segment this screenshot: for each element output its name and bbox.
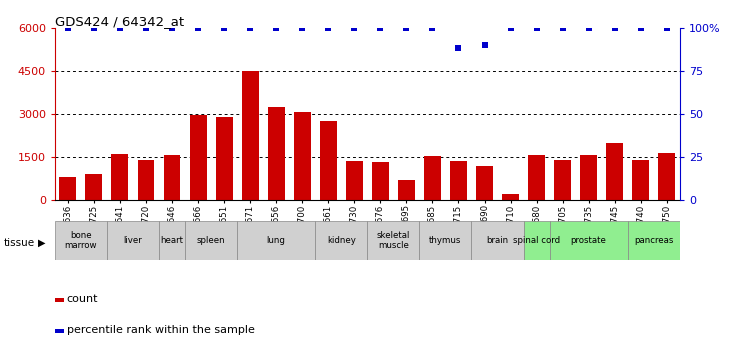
Bar bbox=[216, 117, 232, 200]
Text: percentile rank within the sample: percentile rank within the sample bbox=[67, 325, 254, 335]
Bar bbox=[237, 221, 315, 260]
Point bbox=[557, 25, 569, 30]
Point bbox=[114, 25, 126, 30]
Point bbox=[452, 46, 464, 51]
Bar bbox=[554, 160, 571, 200]
Text: liver: liver bbox=[124, 236, 143, 245]
Bar bbox=[502, 194, 519, 200]
Text: spinal cord: spinal cord bbox=[513, 236, 560, 245]
Bar bbox=[550, 221, 628, 260]
Text: kidney: kidney bbox=[327, 236, 356, 245]
Bar bbox=[372, 162, 389, 200]
Point bbox=[140, 25, 152, 30]
Bar bbox=[111, 154, 129, 200]
Text: spleen: spleen bbox=[197, 236, 225, 245]
Point bbox=[401, 25, 412, 30]
Point bbox=[244, 25, 256, 30]
Bar bbox=[86, 174, 102, 200]
Text: thymus: thymus bbox=[429, 236, 462, 245]
Bar bbox=[242, 71, 259, 200]
Point bbox=[88, 25, 99, 30]
Bar bbox=[420, 221, 471, 260]
Point bbox=[583, 25, 594, 30]
Bar bbox=[107, 221, 159, 260]
Bar bbox=[189, 115, 207, 200]
Text: prostate: prostate bbox=[571, 236, 607, 245]
Text: skeletal
muscle: skeletal muscle bbox=[376, 231, 410, 250]
Bar bbox=[528, 155, 545, 200]
Point bbox=[62, 25, 74, 30]
Point bbox=[349, 25, 360, 30]
Point bbox=[296, 25, 308, 30]
Point bbox=[635, 25, 647, 30]
Bar bbox=[59, 177, 76, 200]
Point bbox=[609, 25, 621, 30]
Point bbox=[192, 25, 204, 30]
Text: tissue: tissue bbox=[4, 238, 35, 248]
Bar bbox=[471, 221, 523, 260]
Text: count: count bbox=[67, 294, 98, 304]
Bar bbox=[580, 155, 597, 200]
Text: bone
marrow: bone marrow bbox=[64, 231, 97, 250]
Point bbox=[322, 25, 334, 30]
Text: heart: heart bbox=[161, 236, 183, 245]
Text: lung: lung bbox=[267, 236, 286, 245]
Point bbox=[270, 25, 282, 30]
Bar bbox=[523, 221, 550, 260]
Bar bbox=[606, 142, 624, 200]
Bar bbox=[55, 221, 107, 260]
Point bbox=[531, 25, 542, 30]
Bar bbox=[185, 221, 237, 260]
Bar bbox=[424, 156, 441, 200]
Point bbox=[166, 25, 178, 30]
Bar bbox=[294, 112, 311, 200]
Bar bbox=[137, 160, 154, 200]
Point bbox=[427, 25, 439, 30]
Bar bbox=[398, 180, 415, 200]
Bar bbox=[367, 221, 420, 260]
Bar bbox=[164, 155, 181, 200]
Point bbox=[661, 25, 673, 30]
Text: ▶: ▶ bbox=[38, 238, 45, 248]
Point bbox=[479, 42, 491, 48]
Bar bbox=[632, 160, 649, 200]
Bar bbox=[476, 166, 493, 200]
Point bbox=[504, 25, 516, 30]
Text: brain: brain bbox=[486, 236, 509, 245]
Point bbox=[374, 25, 386, 30]
Bar bbox=[450, 161, 467, 200]
Text: GDS424 / 64342_at: GDS424 / 64342_at bbox=[55, 16, 184, 29]
Bar bbox=[268, 107, 284, 200]
Bar bbox=[628, 221, 680, 260]
Bar bbox=[319, 121, 337, 200]
Bar bbox=[315, 221, 367, 260]
Text: pancreas: pancreas bbox=[634, 236, 673, 245]
Bar bbox=[159, 221, 185, 260]
Point bbox=[219, 25, 230, 30]
Bar bbox=[659, 152, 675, 200]
Bar bbox=[346, 161, 363, 200]
